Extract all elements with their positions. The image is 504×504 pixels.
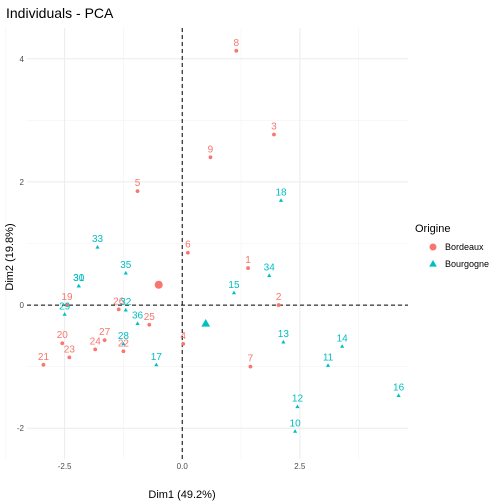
legend-label: Bordeaux xyxy=(445,242,484,252)
y-axis-label: Dim2 (19.8%) xyxy=(4,223,16,290)
point-bordeaux xyxy=(246,266,250,271)
point-bourgogne xyxy=(340,344,345,348)
point-bourgogne xyxy=(295,404,300,409)
point-label-bordeaux: 5 xyxy=(135,178,141,189)
point-bordeaux xyxy=(102,338,107,343)
point-bourgogne xyxy=(278,198,284,202)
reference-lines xyxy=(27,28,408,459)
data-points xyxy=(41,48,401,433)
point-bourgogne xyxy=(293,429,298,433)
point-label-bourgogne: 36 xyxy=(132,311,144,322)
point-label-bourgogne: 12 xyxy=(292,394,304,405)
point-label-bourgogne: 34 xyxy=(264,263,276,274)
point-label-bordeaux: 2 xyxy=(276,292,282,303)
point-bordeaux xyxy=(248,364,253,369)
point-bordeaux xyxy=(41,362,46,367)
point-bordeaux xyxy=(67,355,72,360)
point-label-bordeaux: 22 xyxy=(118,338,130,349)
y-tick-label: -2 xyxy=(17,424,25,433)
point-bordeaux xyxy=(208,155,213,160)
point-bordeaux xyxy=(234,48,239,53)
y-tick-label: 2 xyxy=(20,178,25,187)
point-label-bordeaux: 26 xyxy=(113,296,125,307)
point-label-bourgogne: 32 xyxy=(120,297,132,308)
point-bourgogne xyxy=(121,341,126,346)
point-bourgogne xyxy=(123,270,128,275)
point-bourgogne xyxy=(281,339,286,344)
point-bourgogne xyxy=(267,273,272,277)
point-bourgogne xyxy=(231,290,237,295)
point-label-bordeaux: 3 xyxy=(271,122,277,133)
legend-key-bourgogne xyxy=(429,260,437,267)
y-tick-label: 0 xyxy=(20,301,25,310)
centroid-bourgogne xyxy=(201,318,211,327)
point-label-bordeaux: 1 xyxy=(245,255,251,266)
x-tick-label: 0.0 xyxy=(177,462,189,471)
point-bourgogne xyxy=(123,307,128,312)
point-bordeaux xyxy=(135,189,140,194)
point-label-bourgogne: 17 xyxy=(151,352,163,363)
point-label-bourgogne: 10 xyxy=(290,418,302,429)
point-bordeaux xyxy=(276,303,281,307)
point-label-bordeaux: 6 xyxy=(185,240,191,251)
point-label-bourgogne: 13 xyxy=(278,329,290,340)
point-label-bordeaux: 4 xyxy=(180,331,186,342)
legend: Origine Bordeaux Bourgogne xyxy=(415,223,489,269)
point-label-bourgogne: 18 xyxy=(275,187,287,198)
point-bourgogne xyxy=(135,321,140,325)
legend-title: Origine xyxy=(415,223,450,235)
point-bordeaux xyxy=(65,303,69,307)
point-bordeaux xyxy=(181,341,186,346)
point-label-bordeaux: 24 xyxy=(90,336,102,347)
point-label-bourgogne: 16 xyxy=(393,383,405,394)
point-bordeaux xyxy=(185,250,190,255)
point-label-bordeaux: 25 xyxy=(144,312,156,323)
point-label-bourgogne: 28 xyxy=(118,331,130,342)
point-bourgogne xyxy=(62,312,67,316)
point-label-bourgogne: 30 xyxy=(73,273,85,284)
point-bourgogne xyxy=(154,362,159,367)
point-bourgogne xyxy=(325,363,331,367)
x-tick-label: -2.5 xyxy=(58,462,72,471)
x-axis-label: Dim1 (49.2%) xyxy=(148,489,215,501)
point-bordeaux xyxy=(60,341,65,346)
point-label-bourgogne: 11 xyxy=(323,352,334,363)
point-label-bordeaux: 8 xyxy=(234,38,240,49)
point-bordeaux xyxy=(272,132,276,137)
point-label-bordeaux: 9 xyxy=(208,144,214,155)
x-tick-label: 2.5 xyxy=(294,462,306,471)
point-bourgogne xyxy=(95,245,100,249)
legend-items: Bordeaux Bourgogne xyxy=(429,242,489,269)
point-bordeaux xyxy=(93,347,98,352)
centroid-bordeaux xyxy=(154,280,163,289)
chart-title: Individuals - PCA xyxy=(6,5,114,21)
point-bourgogne xyxy=(76,283,81,288)
y-tick-label: 4 xyxy=(20,55,25,64)
point-label-bourgogne: 31 xyxy=(73,273,85,284)
legend-label: Bourgogne xyxy=(445,259,489,269)
point-bordeaux xyxy=(147,322,152,327)
point-label-bourgogne: 15 xyxy=(228,280,240,291)
point-label-bordeaux: 20 xyxy=(57,330,69,341)
point-label-bourgogne: 29 xyxy=(59,301,71,312)
point-label-bordeaux: 27 xyxy=(99,327,111,338)
point-label-bordeaux: 21 xyxy=(38,352,50,363)
point-bordeaux xyxy=(121,349,126,354)
point-bourgogne xyxy=(396,393,401,398)
point-label-bordeaux: 7 xyxy=(248,354,254,365)
point-label-bordeaux: 19 xyxy=(61,292,73,303)
point-bordeaux xyxy=(116,307,121,312)
point-label-bordeaux: 23 xyxy=(64,344,76,355)
legend-key-bordeaux xyxy=(429,243,437,251)
point-label-bourgogne: 35 xyxy=(120,260,132,271)
point-label-bourgogne: 14 xyxy=(337,333,349,344)
point-label-bourgogne: 33 xyxy=(92,234,104,245)
